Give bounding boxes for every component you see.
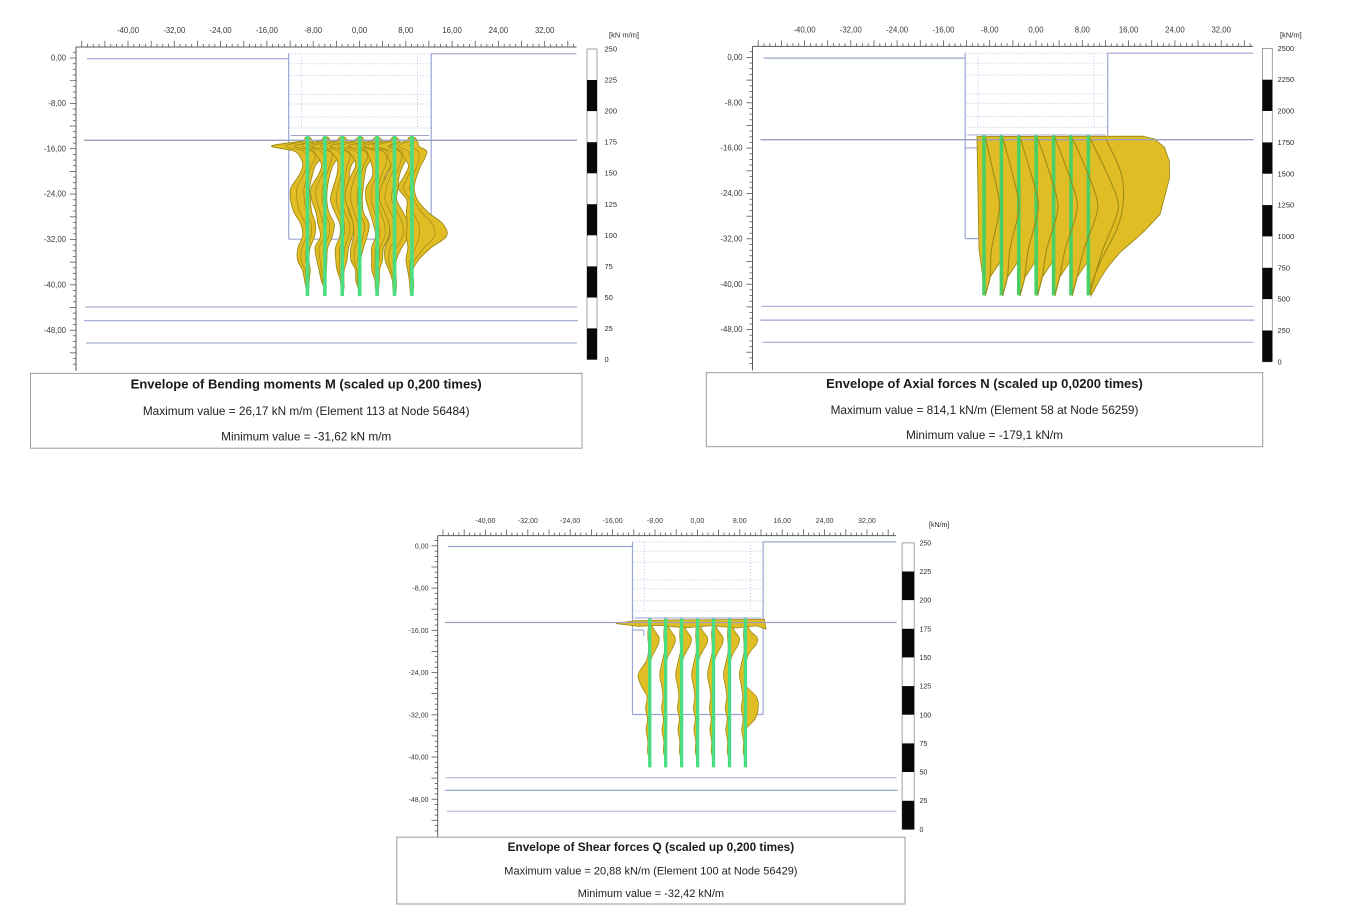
- svg-text:75: 75: [920, 741, 928, 748]
- svg-text:Maximum value = 814,1 kN/m (El: Maximum value = 814,1 kN/m (Element 58 a…: [831, 403, 1139, 417]
- svg-text:-40,00: -40,00: [475, 517, 495, 525]
- svg-text:100: 100: [605, 231, 618, 240]
- svg-text:-24,00: -24,00: [720, 189, 743, 198]
- svg-text:-16,00: -16,00: [932, 26, 955, 35]
- svg-text:Envelope of Shear forces Q (sc: Envelope of Shear forces Q (scaled up 0,…: [508, 840, 795, 854]
- svg-text:1500: 1500: [1278, 169, 1295, 178]
- svg-text:-24,00: -24,00: [44, 190, 67, 199]
- svg-text:8,00: 8,00: [733, 517, 747, 525]
- svg-text:-24,00: -24,00: [886, 26, 909, 35]
- svg-text:-40,00: -40,00: [117, 26, 140, 35]
- svg-text:16,00: 16,00: [773, 517, 791, 525]
- svg-text:[kN/m]: [kN/m]: [929, 522, 949, 529]
- svg-text:8,00: 8,00: [1075, 26, 1091, 35]
- svg-text:2000: 2000: [1278, 107, 1295, 116]
- svg-text:750: 750: [1278, 263, 1291, 272]
- svg-text:150: 150: [605, 169, 618, 178]
- svg-text:0,00: 0,00: [415, 542, 429, 550]
- svg-text:0,00: 0,00: [690, 517, 704, 525]
- svg-text:-8,00: -8,00: [304, 26, 322, 35]
- svg-text:-32,00: -32,00: [720, 234, 743, 243]
- svg-text:-48,00: -48,00: [408, 796, 428, 804]
- svg-text:0,00: 0,00: [1028, 26, 1044, 35]
- svg-text:8,00: 8,00: [398, 26, 414, 35]
- svg-text:500: 500: [1278, 295, 1291, 304]
- svg-text:Maximum value = 20,88 kN/m (El: Maximum value = 20,88 kN/m (Element 100 …: [504, 865, 797, 877]
- svg-text:175: 175: [605, 138, 618, 147]
- svg-text:32,00: 32,00: [535, 26, 555, 35]
- svg-text:-48,00: -48,00: [44, 326, 67, 335]
- svg-text:Maximum value = 26,17 kN m/m (: Maximum value = 26,17 kN m/m (Element 11…: [143, 404, 470, 418]
- svg-text:2500: 2500: [1278, 44, 1295, 53]
- svg-text:-8,00: -8,00: [725, 98, 743, 107]
- svg-text:-32,00: -32,00: [44, 235, 67, 244]
- svg-text:100: 100: [920, 712, 932, 719]
- svg-text:250: 250: [605, 45, 618, 54]
- svg-text:1250: 1250: [1278, 201, 1295, 210]
- svg-text:200: 200: [605, 107, 618, 116]
- svg-text:0,00: 0,00: [352, 26, 368, 35]
- svg-text:-8,00: -8,00: [48, 99, 66, 108]
- svg-text:25: 25: [605, 324, 613, 333]
- svg-text:-16,00: -16,00: [603, 517, 623, 525]
- svg-text:-8,00: -8,00: [647, 517, 663, 525]
- svg-text:0: 0: [605, 355, 609, 364]
- svg-text:-40,00: -40,00: [408, 754, 428, 762]
- svg-text:-24,00: -24,00: [560, 517, 580, 525]
- svg-text:0: 0: [920, 827, 924, 834]
- svg-text:Envelope of Bending moments M: Envelope of Bending moments M (scaled up…: [131, 377, 482, 392]
- svg-text:32,00: 32,00: [1211, 26, 1231, 35]
- svg-text:Envelope of Axial forces N (sc: Envelope of Axial forces N (scaled up 0,…: [826, 376, 1143, 391]
- svg-text:24,00: 24,00: [1165, 26, 1185, 35]
- svg-text:125: 125: [605, 200, 618, 209]
- svg-text:-32,00: -32,00: [840, 26, 863, 35]
- svg-text:24,00: 24,00: [816, 517, 834, 525]
- svg-text:16,00: 16,00: [442, 26, 462, 35]
- svg-text:-32,00: -32,00: [163, 26, 186, 35]
- svg-text:-32,00: -32,00: [408, 711, 428, 719]
- svg-text:250: 250: [1278, 326, 1291, 335]
- svg-text:225: 225: [605, 76, 618, 85]
- svg-text:0,00: 0,00: [727, 53, 743, 62]
- svg-text:25: 25: [920, 798, 928, 805]
- svg-text:0: 0: [1278, 357, 1282, 366]
- svg-text:-40,00: -40,00: [720, 280, 743, 289]
- svg-text:-40,00: -40,00: [793, 26, 816, 35]
- svg-text:150: 150: [920, 655, 932, 662]
- svg-text:-16,00: -16,00: [256, 26, 279, 35]
- svg-text:16,00: 16,00: [1119, 26, 1139, 35]
- svg-text:1000: 1000: [1278, 232, 1295, 241]
- svg-text:50: 50: [605, 293, 613, 302]
- svg-text:-16,00: -16,00: [720, 144, 743, 153]
- svg-text:75: 75: [605, 262, 613, 271]
- svg-text:-8,00: -8,00: [412, 585, 428, 593]
- svg-text:125: 125: [920, 684, 932, 691]
- svg-text:225: 225: [920, 569, 932, 576]
- svg-text:-16,00: -16,00: [44, 144, 67, 153]
- svg-text:200: 200: [920, 598, 932, 605]
- svg-text:[kN/m]: [kN/m]: [1280, 31, 1302, 40]
- svg-text:0,00: 0,00: [51, 54, 67, 63]
- svg-text:Minimum value = -31,62 kN m/m: Minimum value = -31,62 kN m/m: [221, 429, 391, 443]
- svg-text:250: 250: [920, 540, 932, 547]
- svg-text:1750: 1750: [1278, 138, 1295, 147]
- svg-text:-40,00: -40,00: [44, 280, 67, 289]
- svg-text:-32,00: -32,00: [518, 517, 538, 525]
- svg-text:Minimum value = -179,1 kN/m: Minimum value = -179,1 kN/m: [906, 428, 1063, 442]
- svg-text:24,00: 24,00: [489, 26, 509, 35]
- svg-text:[kN m/m]: [kN m/m]: [609, 31, 639, 40]
- svg-text:50: 50: [920, 770, 928, 777]
- svg-text:2250: 2250: [1278, 75, 1295, 84]
- svg-text:-48,00: -48,00: [720, 325, 743, 334]
- svg-text:32,00: 32,00: [858, 517, 876, 525]
- svg-text:-8,00: -8,00: [981, 26, 999, 35]
- svg-text:-24,00: -24,00: [210, 26, 233, 35]
- svg-text:175: 175: [920, 626, 932, 633]
- svg-text:-24,00: -24,00: [408, 669, 428, 677]
- svg-text:-16,00: -16,00: [408, 627, 428, 635]
- svg-text:Minimum value = -32,42 kN/m: Minimum value = -32,42 kN/m: [578, 888, 724, 900]
